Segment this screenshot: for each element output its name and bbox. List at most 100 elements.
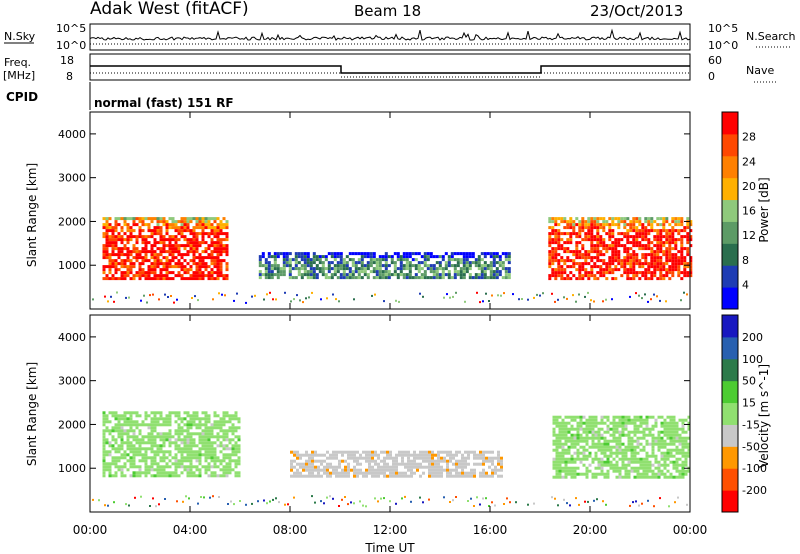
- data-cell: [464, 465, 467, 469]
- data-cell: [219, 441, 223, 445]
- data-cell: [383, 474, 386, 478]
- data-cell: [618, 415, 622, 419]
- data-cell: [504, 255, 508, 259]
- data-cell: [428, 468, 431, 472]
- data-cell: [618, 439, 622, 443]
- data-cell: [419, 453, 422, 457]
- data-cell: [488, 505, 490, 507]
- data-cell: [156, 474, 160, 478]
- data-cell: [174, 447, 178, 451]
- data-cell: [465, 261, 469, 265]
- data-cell: [105, 468, 109, 472]
- data-cell: [551, 226, 555, 230]
- data-cell: [135, 471, 139, 475]
- data-cell: [162, 277, 166, 281]
- data-cell: [159, 432, 163, 436]
- data-cell: [603, 445, 607, 449]
- data-cell: [141, 247, 145, 251]
- data-cell: [285, 261, 289, 265]
- data-cell: [108, 235, 112, 239]
- data-cell: [105, 256, 109, 260]
- data-cell: [186, 453, 190, 457]
- data-cell: [225, 435, 229, 439]
- data-cell: [554, 235, 558, 239]
- data-cell: [141, 241, 145, 245]
- data-cell: [284, 503, 286, 506]
- velocity-data: [92, 411, 691, 508]
- data-cell: [114, 262, 118, 266]
- data-cell: [177, 220, 181, 224]
- data-cell: [395, 465, 398, 469]
- data-cell: [105, 250, 109, 254]
- data-cell: [207, 462, 211, 466]
- data-cell: [320, 474, 323, 478]
- data-cell: [165, 420, 169, 424]
- data-cell: [569, 277, 573, 281]
- data-cell: [318, 267, 322, 271]
- data-cell: [135, 420, 139, 424]
- data-cell: [665, 232, 669, 236]
- colorbar-tick-label: 28: [742, 131, 756, 144]
- data-cell: [414, 273, 418, 277]
- data-cell: [662, 241, 666, 245]
- data-cell: [105, 238, 109, 242]
- data-cell: [159, 241, 163, 245]
- data-cell: [263, 499, 265, 502]
- data-cell: [606, 418, 610, 422]
- data-cell: [300, 252, 304, 256]
- data-cell: [585, 472, 589, 476]
- data-cell: [369, 255, 373, 259]
- colorbar-tick-label: 20: [742, 180, 756, 193]
- data-cell: [617, 256, 621, 260]
- data-cell: [380, 465, 383, 469]
- data-cell: [648, 433, 652, 437]
- data-cell: [395, 474, 398, 478]
- data-cell: [674, 253, 678, 257]
- data-cell: [669, 448, 673, 452]
- data-cell: [504, 252, 508, 256]
- data-cell: [557, 223, 561, 227]
- data-cell: [372, 261, 376, 265]
- data-cell: [120, 229, 124, 233]
- data-cell: [168, 435, 172, 439]
- data-cell: [213, 244, 217, 248]
- data-cell: [560, 247, 564, 251]
- data-cell: [239, 500, 241, 502]
- colorbar-tick-label: -50: [742, 440, 760, 453]
- data-cell: [594, 445, 598, 449]
- data-cell: [305, 468, 308, 472]
- data-cell: [183, 247, 187, 251]
- data-cell: [654, 442, 658, 446]
- data-cell: [468, 252, 472, 256]
- data-cell: [674, 217, 678, 221]
- data-cell: [629, 223, 633, 227]
- colorbar-tick-label: 200: [742, 331, 763, 344]
- data-cell: [566, 265, 570, 269]
- data-cell: [129, 250, 133, 254]
- data-cell: [347, 503, 349, 506]
- data-cell: [629, 241, 633, 245]
- data-cell: [189, 423, 193, 427]
- data-cell: [374, 453, 377, 457]
- data-cell: [165, 232, 169, 236]
- data-cell: [606, 460, 610, 464]
- data-cell: [183, 265, 187, 269]
- data-cell: [332, 456, 335, 460]
- data-cell: [114, 229, 118, 233]
- data-cell: [402, 273, 406, 277]
- data-cell: [404, 495, 406, 498]
- data-cell: [644, 293, 646, 296]
- data-cell: [563, 268, 567, 272]
- data-cell: [138, 423, 142, 427]
- data-cell: [102, 444, 106, 448]
- data-cell: [465, 270, 469, 274]
- data-cell: [144, 271, 148, 275]
- data-cell: [630, 436, 634, 440]
- data-cell: [219, 220, 223, 224]
- data-cell: [230, 500, 232, 503]
- data-cell: [633, 439, 637, 443]
- data-cell: [660, 442, 664, 446]
- data-cell: [339, 258, 343, 262]
- data-cell: [192, 438, 196, 442]
- data-cell: [309, 264, 313, 268]
